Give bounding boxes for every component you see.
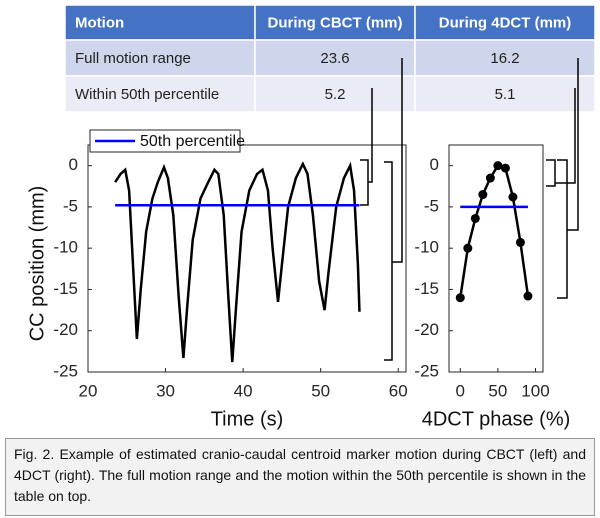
data-point: [500, 163, 510, 173]
y-tick-label: -15: [414, 279, 439, 298]
y-tick-label: -20: [53, 320, 78, 339]
table: Motion During CBCT (mm) During 4DCT (mm) Fu…: [64, 4, 596, 113]
data-point: [515, 237, 525, 247]
x-tick-label: 50: [311, 381, 330, 400]
legend-box: [89, 129, 241, 153]
y-axis-label: CC position (mm): [26, 186, 48, 342]
table-cell-text: 16.2: [490, 50, 519, 67]
x-tick-label: 60: [389, 381, 408, 400]
table-cell: [64, 39, 256, 77]
table-cell: [254, 4, 416, 41]
table-cell-text: 5.1: [495, 86, 516, 103]
table-cell-text: Full motion range: [75, 50, 191, 67]
table-cell: [414, 4, 596, 41]
y-tick-label: -25: [53, 361, 78, 380]
bracket: [384, 58, 403, 361]
y-tick-label: -5: [424, 196, 439, 215]
table-cell: [414, 75, 596, 113]
table-cell: [414, 39, 596, 77]
y-tick-label: -10: [414, 238, 439, 257]
table-cell: [64, 75, 256, 113]
chart: 0 -5 -10 -15 -20 -25 0 50 100 4DCT phase (%): [414, 144, 571, 430]
table-cell-text: 5.2: [325, 86, 346, 103]
figure-graphics: 0 -5 -10 -15 -20 -25 0 50 100 4DCT phase (%) 0 -5 -1…: [26, 4, 596, 430]
y-tick-label: 0: [69, 155, 78, 174]
plot-area: [448, 144, 544, 373]
bracket: [360, 88, 373, 206]
table-header-cell: During CBCT (mm): [268, 14, 403, 31]
table-cell-text: Within 50th percentile: [75, 86, 219, 103]
data-point: [493, 161, 503, 171]
data-point: [470, 213, 480, 223]
data-point: [508, 192, 518, 202]
y-tick-label: -5: [63, 196, 78, 215]
plot-area: [87, 144, 407, 373]
data-point: [478, 190, 488, 200]
y-tick-label: 0: [430, 155, 439, 174]
x-axis-label: Time (s): [211, 408, 284, 430]
y-tick-label: -15: [53, 279, 78, 298]
data-point: [455, 293, 465, 303]
y-tick-label: -20: [414, 320, 439, 339]
data-point: [485, 173, 495, 183]
x-axis-label: 4DCT phase (%): [422, 408, 571, 430]
bracket: [557, 58, 579, 299]
table-cell-text: 23.6: [320, 50, 349, 67]
x-tick-label: 20: [79, 381, 98, 400]
table-header-cell: During 4DCT (mm): [439, 14, 572, 31]
bracket: [546, 88, 576, 187]
x-tick-label: 0: [456, 381, 465, 400]
y-tick-label: -25: [414, 361, 439, 380]
data-point: [463, 243, 473, 253]
y-tick-label: -10: [53, 238, 78, 257]
data-line: [459, 164, 530, 298]
table-cell: [254, 75, 416, 113]
legend-label: 50th percentile: [140, 133, 245, 150]
x-tick-label: 50: [488, 381, 507, 400]
x-tick-label: 40: [234, 381, 253, 400]
x-tick-label: 100: [521, 381, 549, 400]
caption: Fig. 2. Example of estimated cranio-caud…: [5, 438, 595, 516]
x-tick-label: 30: [156, 381, 175, 400]
data-line: [114, 161, 361, 363]
table-header-cell: Motion: [75, 14, 124, 31]
data-point: [523, 291, 533, 301]
